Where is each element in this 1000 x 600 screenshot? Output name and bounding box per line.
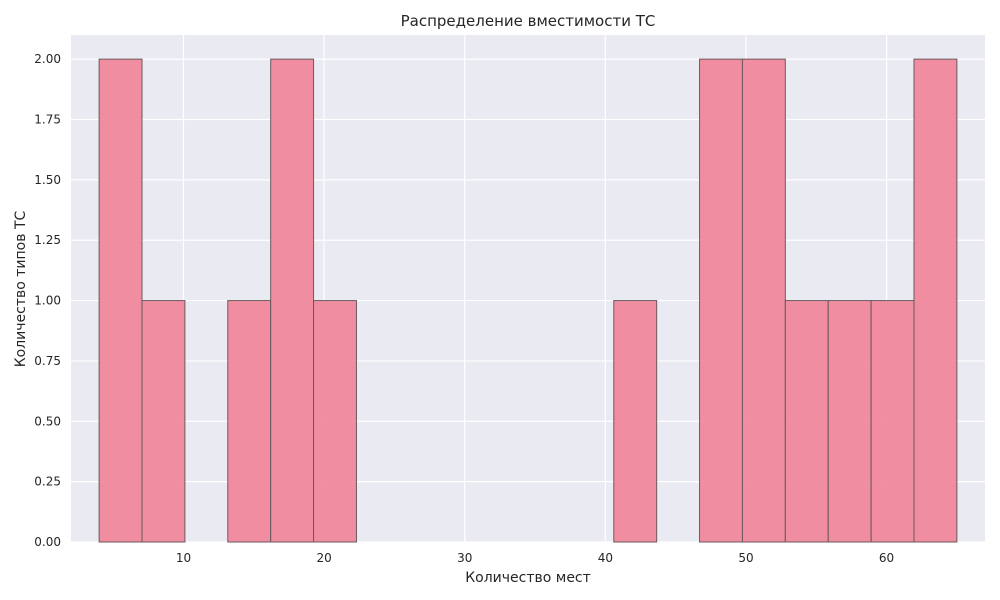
histogram-bar xyxy=(699,58,743,543)
x-tick-label: 60 xyxy=(879,551,894,565)
x-axis-label: Количество мест xyxy=(465,570,591,586)
y-tick-label: 1.00 xyxy=(34,294,61,308)
y-axis-ticks: 0.00 0.25 0.50 0.75 1.00 1.25 1.50 1.75 2.00 xyxy=(34,52,61,549)
y-tick-label: 0.25 xyxy=(34,475,61,489)
x-tick-label: 50 xyxy=(738,551,753,565)
bars xyxy=(98,58,958,543)
histogram-bar xyxy=(313,300,357,543)
histogram-bar xyxy=(98,58,143,543)
histogram-bar xyxy=(870,300,915,543)
y-axis-label: Количество типов ТС xyxy=(13,211,29,368)
x-axis-ticks: 10 20 30 40 50 60 xyxy=(176,551,894,565)
y-tick-label: 0.75 xyxy=(34,354,61,368)
histogram-bar xyxy=(227,300,272,543)
histogram-bar xyxy=(270,58,315,543)
chart-title: Распределение вместимости ТС xyxy=(401,12,656,30)
histogram-bar xyxy=(827,300,872,543)
histogram-bar xyxy=(141,300,186,543)
histogram-bar xyxy=(784,300,829,543)
y-tick-label: 2.00 xyxy=(34,52,61,66)
y-tick-label: 1.50 xyxy=(34,173,61,187)
x-tick-label: 40 xyxy=(598,551,613,565)
y-tick-label: 0.00 xyxy=(34,535,61,549)
y-tick-label: 1.25 xyxy=(34,233,61,247)
histogram-bar xyxy=(913,58,958,543)
x-tick-label: 10 xyxy=(176,551,191,565)
y-tick-label: 0.50 xyxy=(34,414,61,428)
y-tick-label: 1.75 xyxy=(34,113,61,127)
x-tick-label: 20 xyxy=(316,551,331,565)
x-tick-label: 30 xyxy=(457,551,472,565)
histogram-bar xyxy=(741,58,786,543)
histogram-bar xyxy=(613,300,658,543)
